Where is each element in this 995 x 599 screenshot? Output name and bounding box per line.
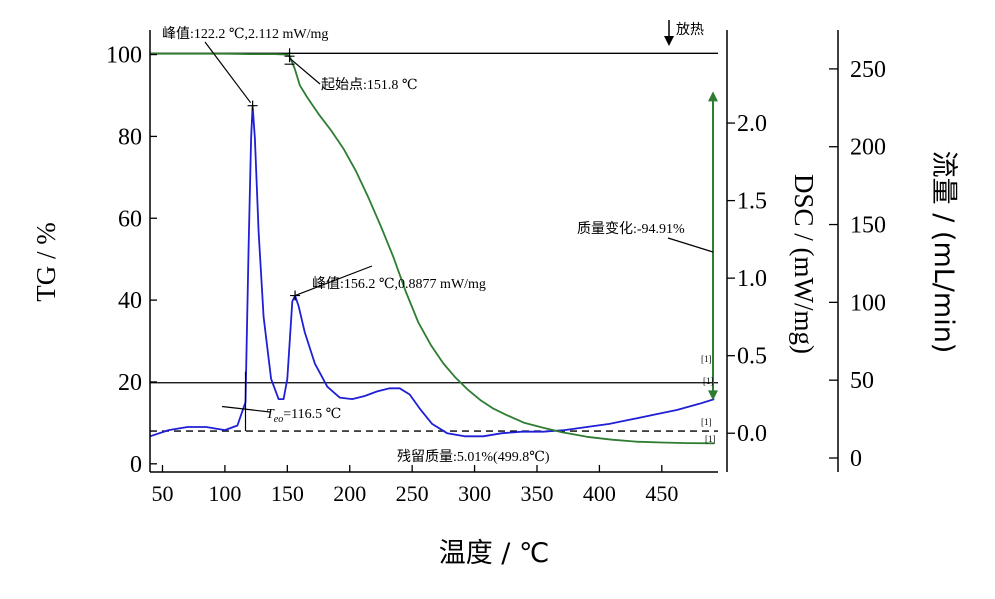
annotation-exo: 放热 xyxy=(676,22,704,38)
peak2-leader xyxy=(294,265,373,297)
annotation-peak1: 峰值:122.2 ℃,2.112 mW/mg xyxy=(162,26,328,42)
flow-tick-label: 0 xyxy=(850,446,862,472)
marker-label-2: [1] xyxy=(703,376,714,386)
flow-tick-label: 50 xyxy=(850,368,874,394)
marker-label-1: [1] xyxy=(701,354,712,364)
annotation-residue: 残留质量:5.01%(499.8℃) xyxy=(397,449,550,465)
x-axis-label: 温度 / ℃ xyxy=(439,538,550,569)
x-tick-label: 350 xyxy=(520,481,553,506)
tg-tick-label: 0 xyxy=(130,452,142,478)
peak1-marker xyxy=(247,100,258,111)
x-tick-label: 100 xyxy=(208,481,241,506)
tg-tick-label: 40 xyxy=(118,288,142,314)
x-tick-label: 50 xyxy=(151,481,173,506)
dsc-tick-label: 2.0 xyxy=(737,111,767,137)
x-tick-label: 200 xyxy=(333,481,366,506)
tg-axis-label: TG / % xyxy=(31,222,61,301)
reference-lines xyxy=(150,52,718,432)
annotation-onset: 起始点:151.8 ℃ xyxy=(321,77,418,93)
x-tick-label: 250 xyxy=(396,481,429,506)
annotation-leader-lines xyxy=(204,20,718,432)
flow-tick-label: 150 xyxy=(850,213,886,239)
annotations: 峰值:122.2 ℃,2.112 mW/mg 起始点:151.8 ℃ 峰值:15… xyxy=(162,22,716,465)
tg-curve xyxy=(150,52,715,445)
x-tick-label: 300 xyxy=(458,481,491,506)
dsc-tick-label: 0.0 xyxy=(737,421,767,447)
plot-area xyxy=(149,20,718,445)
x-axis: 50 100 150 200 250 300 350 400 450 xyxy=(150,465,718,506)
exo-arrow-head xyxy=(664,36,674,46)
dsc-curve xyxy=(149,104,715,438)
x-tick-label: 450 xyxy=(645,481,678,506)
peak1-leader xyxy=(204,41,252,104)
flow-axis: 0 50 100 150 200 250 xyxy=(829,30,886,472)
teo-leader xyxy=(221,405,271,413)
dsc-axis: 0.0 0.5 1.0 1.5 2.0 xyxy=(726,30,767,472)
tg-tick-label: 20 xyxy=(118,370,142,396)
tg-tick-label: 60 xyxy=(118,206,142,232)
tg-axis: 0 20 40 60 80 100 xyxy=(106,30,157,478)
dsc-axis-label: DSC / (mW/mg) xyxy=(789,174,819,354)
peak2-marker xyxy=(290,290,301,301)
x-tick-label: 400 xyxy=(583,481,616,506)
mass-change-arrowhead-top xyxy=(708,91,718,102)
annotation-teo: Teo=116.5 ℃ xyxy=(266,407,341,425)
x-tick-label: 150 xyxy=(271,481,304,506)
dsc-tick-label: 0.5 xyxy=(737,344,767,370)
dsc-tick-label: 1.0 xyxy=(737,266,767,292)
mass-change-leader xyxy=(667,237,714,253)
marker-label-3: [1] xyxy=(701,417,712,427)
onset-leader xyxy=(289,57,321,85)
tg-tick-label: 100 xyxy=(106,43,142,69)
marker-label-4: [1] xyxy=(705,434,716,444)
dsc-tick-label: 1.5 xyxy=(737,189,767,215)
tg-tick-label: 80 xyxy=(118,124,142,150)
flow-tick-label: 200 xyxy=(850,135,886,161)
series-layer xyxy=(149,52,715,445)
mass-change-arrowhead-bottom xyxy=(708,390,718,401)
flow-axis-label: 流量 / (mL/min) xyxy=(928,151,959,354)
onset-marker xyxy=(284,48,295,65)
annotation-peak2: 峰值:156.2 ℃,0.8877 mW/mg xyxy=(312,276,486,292)
annotation-mass-change: 质量变化:-94.91% xyxy=(577,221,685,237)
flow-tick-label: 250 xyxy=(850,57,886,83)
flow-tick-label: 100 xyxy=(850,290,886,316)
